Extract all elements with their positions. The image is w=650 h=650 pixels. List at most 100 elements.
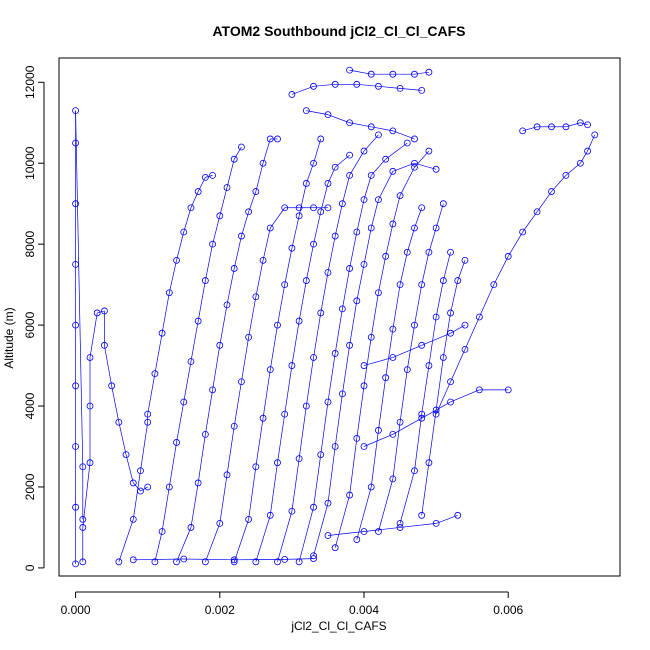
data-point xyxy=(72,382,79,390)
data-point xyxy=(591,131,599,139)
data-point xyxy=(396,519,404,527)
series-segment xyxy=(97,310,105,314)
data-point xyxy=(382,155,390,163)
series-segment xyxy=(118,519,134,562)
data-point xyxy=(389,70,397,78)
data-point xyxy=(310,555,317,562)
series-segment xyxy=(183,558,235,561)
data-point xyxy=(238,143,245,151)
series-segment xyxy=(306,163,314,184)
series-segment xyxy=(349,69,372,75)
series-segment xyxy=(385,329,394,378)
series-segment xyxy=(399,369,408,423)
data-point xyxy=(403,366,411,374)
series-segment xyxy=(104,345,112,386)
x-tick-label: 0.000 xyxy=(61,603,91,617)
data-point xyxy=(180,398,188,406)
data-point xyxy=(331,544,339,552)
data-point xyxy=(259,414,267,422)
series-segment xyxy=(277,414,286,463)
data-point xyxy=(288,91,296,98)
series-segment xyxy=(493,256,509,285)
data-point xyxy=(576,119,584,127)
data-point xyxy=(360,260,368,268)
series-segment xyxy=(262,369,271,419)
data-point xyxy=(310,82,317,90)
series-segment xyxy=(284,365,293,415)
series-segment xyxy=(392,417,422,435)
data-point xyxy=(266,135,274,143)
x-tick-label: 0.004 xyxy=(349,603,379,617)
data-point xyxy=(310,159,317,167)
data-point xyxy=(389,167,397,175)
data-series xyxy=(432,131,599,418)
data-series xyxy=(331,147,433,552)
data-series xyxy=(324,511,462,539)
y-tick-label: 4000 xyxy=(23,392,37,419)
data-point xyxy=(411,163,418,171)
series-segment xyxy=(551,175,567,192)
data-point xyxy=(432,406,440,414)
data-point xyxy=(346,341,353,349)
data-series xyxy=(115,171,216,566)
data-point xyxy=(209,240,216,248)
data-point xyxy=(137,467,144,475)
data-point xyxy=(295,317,303,325)
data-point xyxy=(230,422,238,430)
series-segment xyxy=(435,203,444,229)
series-segment xyxy=(226,268,235,305)
data-point xyxy=(418,341,426,349)
data-point xyxy=(548,188,555,195)
series-segment xyxy=(363,134,379,152)
data-point xyxy=(173,256,180,264)
y-tick-label: 12000 xyxy=(23,65,37,99)
data-point xyxy=(274,321,281,329)
data-point xyxy=(302,402,310,410)
series-segment xyxy=(385,142,408,160)
data-series xyxy=(375,200,447,535)
data-point xyxy=(216,212,224,220)
series-segment xyxy=(580,122,588,126)
series-segment xyxy=(118,422,127,455)
data-point xyxy=(375,289,382,297)
series-segment xyxy=(406,227,415,253)
series-segment xyxy=(327,531,365,536)
data-point xyxy=(324,269,332,276)
data-point xyxy=(418,204,426,212)
series-segment xyxy=(306,110,329,116)
data-point xyxy=(454,277,462,284)
series-segment xyxy=(269,462,278,516)
data-point xyxy=(425,68,433,76)
data-point xyxy=(317,135,325,143)
series-segment xyxy=(168,260,177,293)
data-point xyxy=(425,248,433,256)
data-point xyxy=(144,483,152,491)
series-segment xyxy=(248,191,257,212)
data-point xyxy=(72,560,79,568)
data-point xyxy=(346,171,353,179)
data-point xyxy=(245,333,253,341)
series-segment xyxy=(291,320,300,366)
data-point xyxy=(584,147,591,155)
data-point xyxy=(447,378,454,386)
series-segment xyxy=(392,130,415,140)
data-series xyxy=(519,119,591,135)
data-point xyxy=(346,265,353,272)
series-segment xyxy=(370,158,386,176)
data-point xyxy=(346,151,353,159)
series-segment xyxy=(399,167,415,196)
y-tick-label: 6000 xyxy=(23,311,37,338)
series-segment xyxy=(190,482,199,528)
series-segment xyxy=(291,86,314,95)
data-point xyxy=(360,382,368,390)
data-point xyxy=(201,277,209,284)
series-segment xyxy=(132,470,141,520)
series-segment xyxy=(269,325,278,370)
series-segment xyxy=(349,300,358,346)
data-point xyxy=(389,475,397,483)
data-point xyxy=(115,418,123,426)
data-point xyxy=(353,435,361,442)
series-segment xyxy=(320,401,329,455)
data-point xyxy=(281,556,289,563)
series-segment xyxy=(414,414,423,471)
